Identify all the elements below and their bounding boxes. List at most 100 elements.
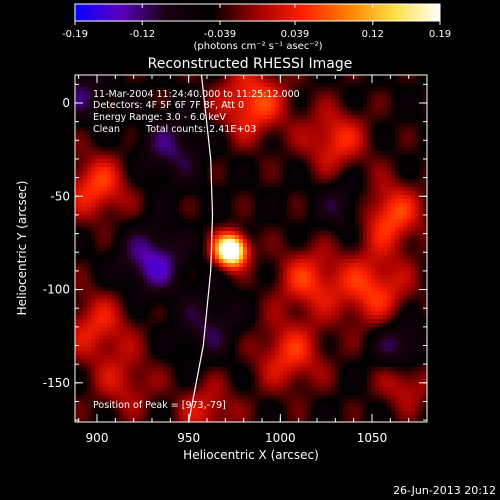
- heatmap-cell: [407, 275, 412, 280]
- heatmap-cell: [243, 235, 248, 240]
- heatmap-cell: [283, 219, 288, 224]
- heatmap-cell: [171, 255, 176, 260]
- heatmap-cell: [351, 251, 356, 256]
- heatmap-cell: [279, 203, 284, 208]
- heatmap-cell: [267, 143, 272, 148]
- heatmap-cell: [323, 103, 328, 108]
- heatmap-cell: [155, 203, 160, 208]
- heatmap-cell: [211, 79, 216, 84]
- heatmap-cell: [307, 259, 312, 264]
- heatmap-cell: [175, 291, 180, 296]
- heatmap-cell: [111, 79, 116, 84]
- heatmap-cell: [135, 131, 140, 136]
- heatmap-cell: [103, 167, 108, 172]
- heatmap-cell: [243, 167, 248, 172]
- heatmap-cell: [175, 123, 180, 128]
- heatmap-cell: [159, 199, 164, 204]
- heatmap-cell: [207, 83, 212, 88]
- heatmap-cell: [331, 171, 336, 176]
- heatmap-cell: [287, 223, 292, 228]
- heatmap-cell: [283, 291, 288, 296]
- heatmap-cell: [231, 131, 236, 136]
- heatmap-cell: [187, 151, 192, 156]
- heatmap-cell: [319, 287, 324, 292]
- heatmap-cell: [239, 227, 244, 232]
- heatmap-cell: [379, 163, 384, 168]
- heatmap-cell: [399, 115, 404, 120]
- heatmap-cell: [91, 215, 96, 220]
- heatmap-cell: [423, 83, 427, 88]
- heatmap-cell: [319, 279, 324, 284]
- heatmap-cell: [267, 195, 272, 200]
- heatmap-cell: [295, 231, 300, 236]
- heatmap-cell: [339, 283, 344, 288]
- heatmap-cell: [175, 135, 180, 140]
- heatmap-cell: [307, 283, 312, 288]
- heatmap-cell: [279, 263, 284, 268]
- colorbar-tick-label: 0.039: [281, 29, 310, 40]
- heatmap-cell: [363, 183, 368, 188]
- heatmap-cell: [407, 247, 412, 252]
- heatmap-cell: [99, 99, 104, 104]
- heatmap-cell: [211, 279, 216, 284]
- heatmap-cell: [239, 99, 244, 104]
- heatmap-cell: [267, 235, 272, 240]
- heatmap-cell: [211, 87, 216, 92]
- heatmap-cell: [251, 299, 256, 304]
- heatmap-cell: [387, 131, 392, 136]
- heatmap-cell: [139, 143, 144, 148]
- heatmap-cell: [231, 79, 236, 84]
- heatmap-cell: [295, 187, 300, 192]
- heatmap-cell: [299, 91, 304, 96]
- heatmap-cell: [267, 95, 272, 100]
- heatmap-cell: [391, 219, 396, 224]
- heatmap-cell: [263, 167, 268, 172]
- heatmap-cell: [271, 279, 276, 284]
- heatmap-cell: [347, 275, 352, 280]
- heatmap-cell: [115, 103, 120, 108]
- heatmap-cell: [259, 115, 264, 120]
- heatmap-cell: [347, 271, 352, 276]
- heatmap-cell: [383, 131, 388, 136]
- heatmap-cell: [243, 227, 248, 232]
- heatmap-cell: [179, 287, 184, 292]
- heatmap-cell: [167, 151, 172, 156]
- heatmap-cell: [311, 287, 316, 292]
- heatmap-cell: [283, 135, 288, 140]
- heatmap-cell: [231, 259, 236, 264]
- heatmap-cell: [347, 171, 352, 176]
- heatmap-cell: [247, 107, 252, 112]
- heatmap-cell: [159, 151, 164, 156]
- heatmap-cell: [339, 167, 344, 172]
- heatmap-cell: [75, 223, 80, 228]
- heatmap-cell: [171, 115, 176, 120]
- heatmap-cell: [343, 187, 348, 192]
- heatmap-cell: [287, 75, 292, 80]
- heatmap-cell: [399, 135, 404, 140]
- heatmap-cell: [215, 87, 220, 92]
- heatmap-cell: [403, 275, 408, 280]
- heatmap-cell: [231, 123, 236, 128]
- heatmap-cell: [99, 159, 104, 164]
- heatmap-cell: [155, 111, 160, 116]
- heatmap-cell: [367, 151, 372, 156]
- heatmap-cell: [247, 279, 252, 284]
- heatmap-cell: [235, 159, 240, 164]
- heatmap-cell: [187, 247, 192, 252]
- heatmap-cell: [375, 215, 380, 220]
- heatmap-cell: [275, 267, 280, 272]
- heatmap-cell: [311, 223, 316, 228]
- heatmap-cell: [415, 231, 420, 236]
- heatmap-cell: [239, 123, 244, 128]
- heatmap-cell: [279, 227, 284, 232]
- heatmap-cell: [271, 175, 276, 180]
- heatmap-cell: [359, 127, 364, 132]
- heatmap-cell: [407, 215, 412, 220]
- heatmap-cell: [239, 287, 244, 292]
- heatmap-cell: [271, 159, 276, 164]
- heatmap-cell: [423, 219, 427, 224]
- heatmap-cell: [307, 235, 312, 240]
- heatmap-cell: [251, 231, 256, 236]
- heatmap-cell: [231, 195, 236, 200]
- heatmap-cell: [355, 91, 360, 96]
